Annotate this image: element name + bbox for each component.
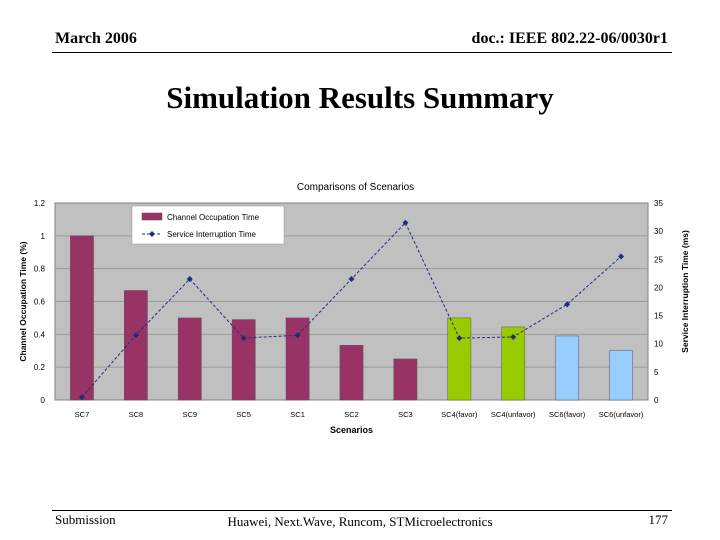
line-point [564, 301, 571, 308]
legend-box [131, 205, 285, 245]
y-tick-label: 1.2 [34, 199, 46, 208]
y-tick-label: 1 [41, 232, 46, 241]
bar [285, 317, 310, 401]
y2-tick-label: 10 [654, 340, 663, 349]
footer-page-number: 177 [648, 512, 669, 527]
bar [339, 345, 364, 401]
x-tick-label: SC5 [236, 410, 251, 419]
header-doc-id: doc.: IEEE 802.22-06/0030r1 [471, 30, 668, 47]
legend-swatch-bar [141, 212, 163, 221]
bar [501, 326, 526, 401]
bar [231, 319, 256, 401]
x-tick-label: SC6(unfavor) [599, 410, 644, 419]
bar [447, 317, 472, 401]
bar [609, 350, 633, 401]
y2-tick-label: 0 [654, 396, 659, 405]
x-axis-title: Scenarios [330, 425, 373, 435]
x-tick-label: SC1 [290, 410, 305, 419]
y2-tick-label: 30 [654, 227, 663, 236]
y2-tick-label: 15 [654, 312, 663, 321]
bar [124, 290, 148, 401]
bar [177, 317, 202, 401]
y-tick-label: 0.6 [34, 298, 46, 307]
header-date: March 2006 [55, 30, 137, 47]
x-tick-label: SC4(unfavor) [491, 410, 536, 419]
footer-submission: Submission [55, 512, 116, 527]
x-tick-label: SC7 [75, 410, 90, 419]
x-tick-label: SC8 [129, 410, 144, 419]
bar [555, 335, 579, 401]
y2-tick-label: 5 [654, 368, 659, 377]
bar [70, 235, 94, 401]
x-tick-label: SC9 [182, 410, 197, 419]
line-point [132, 332, 139, 339]
y-axis-title: Channel Occupation Time (%) [18, 241, 28, 361]
legend-label: Channel Occupation Time [167, 213, 260, 222]
footer-rule [52, 510, 672, 511]
line-point [456, 335, 463, 342]
y-tick-label: 0 [41, 396, 46, 405]
line-point [618, 253, 625, 260]
x-tick-label: SC4(favor) [441, 410, 478, 419]
scenario-comparison-chart: 0 0.2 0.4 0.6 0.8 1 1.2 0 5 10 15 20 25 30 35 SC7 SC8 SC9… [18, 182, 690, 435]
line-point [510, 333, 517, 340]
line-point [294, 332, 301, 339]
y-tick-label: 0.8 [34, 265, 46, 274]
bar [393, 358, 418, 401]
y-tick-label: 0.2 [34, 363, 46, 372]
chart-title: Comparisons of Scenarios [297, 182, 414, 193]
footer-authors: Huawei, Next.Wave, Runcom, STMicroelectr… [227, 514, 493, 529]
line-point [186, 275, 193, 282]
x-tick-label: SC6(favor) [549, 410, 586, 419]
x-tick-label: SC3 [398, 410, 413, 419]
line-point [348, 275, 355, 282]
header-rule [52, 52, 672, 53]
y2-axis-title: Service Interruption Time (ms) [680, 230, 690, 353]
y2-tick-label: 35 [654, 199, 663, 208]
line-point [240, 335, 247, 342]
legend-marker [149, 231, 155, 237]
slide-title: Simulation Results Summary [166, 80, 554, 115]
y2-tick-label: 25 [654, 255, 663, 264]
line-point [402, 219, 409, 226]
legend-label: Service Interruption Time [167, 230, 256, 239]
y2-tick-label: 20 [654, 283, 663, 292]
x-tick-label: SC2 [344, 410, 359, 419]
y-tick-label: 0.4 [34, 330, 46, 339]
line-point [78, 394, 85, 401]
